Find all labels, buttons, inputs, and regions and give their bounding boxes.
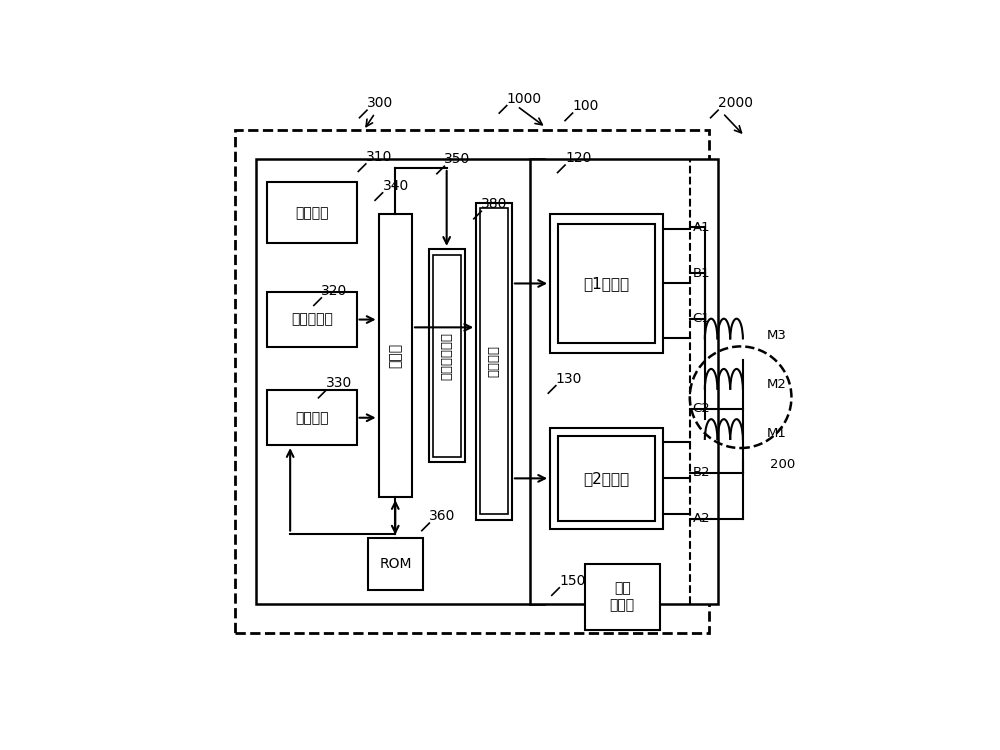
Text: 驱动电路: 驱动电路 <box>488 346 501 377</box>
Text: 100: 100 <box>573 99 599 113</box>
Text: A1: A1 <box>693 221 710 234</box>
Text: 第1逆变器: 第1逆变器 <box>583 276 629 291</box>
Text: 2000: 2000 <box>718 96 753 110</box>
Text: 130: 130 <box>556 372 582 386</box>
Text: 1000: 1000 <box>507 92 542 106</box>
Text: 330: 330 <box>326 376 352 390</box>
Bar <box>267 292 357 347</box>
Bar <box>550 214 663 352</box>
Bar <box>530 159 718 604</box>
Bar <box>558 224 655 343</box>
Text: 350: 350 <box>444 152 471 166</box>
Bar <box>429 249 465 463</box>
Text: 第2逆变器: 第2逆变器 <box>583 471 629 486</box>
Text: 310: 310 <box>366 150 392 164</box>
Bar <box>476 202 512 520</box>
Text: B2: B2 <box>693 466 710 479</box>
Text: M1: M1 <box>767 427 786 440</box>
Bar <box>267 182 357 243</box>
Text: 输入电路: 输入电路 <box>295 411 329 424</box>
Text: 320: 320 <box>321 284 348 298</box>
Text: A2: A2 <box>693 512 710 525</box>
Text: 360: 360 <box>429 509 456 524</box>
Bar <box>267 390 357 445</box>
Text: 角度传感器: 角度传感器 <box>291 313 333 326</box>
Text: ROM: ROM <box>379 556 412 571</box>
Text: 电源电路: 电源电路 <box>295 206 329 220</box>
Bar <box>368 538 423 590</box>
Text: M2: M2 <box>767 378 786 391</box>
Text: 控制器: 控制器 <box>388 343 402 368</box>
Text: B1: B1 <box>693 266 710 280</box>
Bar <box>235 130 709 633</box>
Bar <box>480 209 508 514</box>
Text: C1: C1 <box>693 312 710 326</box>
Text: 120: 120 <box>565 151 591 165</box>
Text: 340: 340 <box>383 178 409 193</box>
Bar <box>379 214 412 497</box>
Bar <box>550 427 663 529</box>
Text: 150: 150 <box>559 574 586 588</box>
Text: 电压检测电路: 电压检测电路 <box>440 332 453 380</box>
Bar <box>256 159 544 604</box>
Text: 380: 380 <box>481 197 508 211</box>
Bar <box>433 254 461 457</box>
Text: 电流
传感器: 电流 传感器 <box>610 582 635 612</box>
Bar <box>558 436 655 520</box>
Text: 200: 200 <box>770 458 795 471</box>
Text: M3: M3 <box>767 329 786 342</box>
Text: C2: C2 <box>693 402 710 416</box>
Bar <box>585 563 660 630</box>
Text: 300: 300 <box>367 96 393 110</box>
